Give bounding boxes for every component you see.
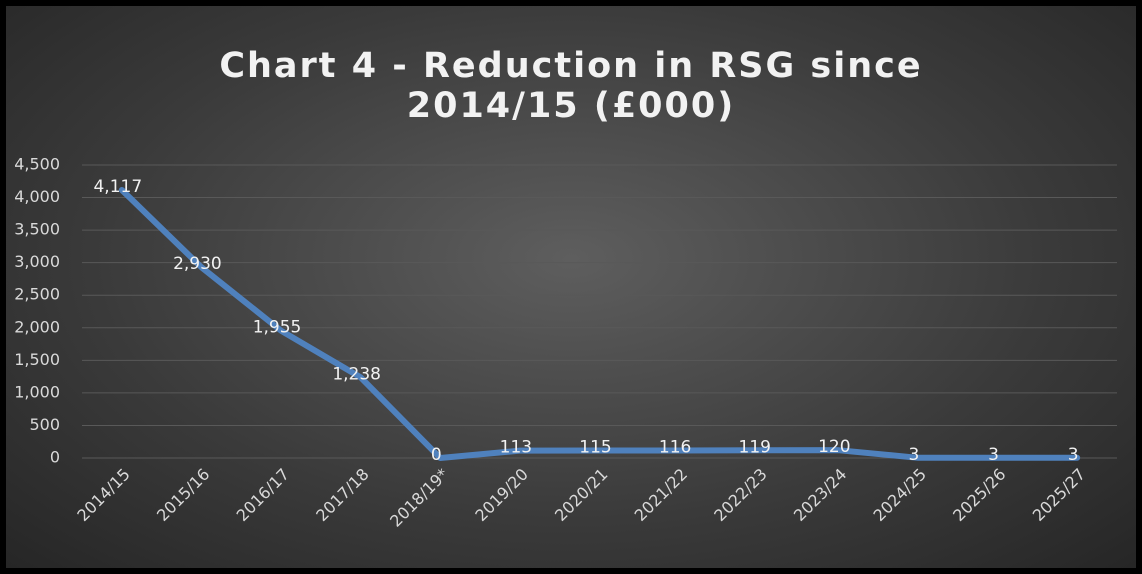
x-tick-label: 2025/26 (949, 465, 1009, 525)
y-tick-label: 500 (29, 415, 60, 434)
x-tick-label: 2024/25 (870, 465, 930, 525)
x-tick-label: 2015/16 (153, 465, 213, 525)
data-label: 4,117 (93, 177, 142, 197)
x-tick-label: 2023/24 (790, 465, 850, 525)
x-tick-label: 2016/17 (233, 465, 293, 525)
x-tick-label: 2019/20 (471, 465, 531, 525)
x-tick-label: 2018/19* (386, 465, 452, 531)
chart-title: Chart 4 - Reduction in RSG since 2014/15… (219, 46, 923, 126)
line (118, 186, 1081, 461)
data-label: 120 (818, 437, 850, 457)
y-tick-label: 1,000 (14, 382, 60, 401)
data-label: 116 (659, 437, 691, 457)
data-label: 1,955 (253, 318, 302, 338)
y-tick-label: 4,500 (14, 155, 60, 174)
x-tick-label: 2020/21 (551, 465, 611, 525)
y-tick-label: 3,500 (14, 220, 60, 239)
x-tick-label: 2025/27 (1029, 465, 1089, 525)
data-label: 2,930 (173, 254, 222, 274)
x-tick-label: 2017/18 (312, 465, 372, 525)
data-label: 119 (739, 437, 771, 457)
data-label: 3 (909, 445, 920, 465)
data-label: 3 (1068, 445, 1079, 465)
data-label: 1,238 (332, 364, 381, 384)
y-tick-label: 0 (50, 448, 60, 467)
data-label: 113 (500, 438, 532, 458)
data-label: 0 (431, 445, 442, 465)
data-label: 115 (579, 438, 611, 458)
y-tick-label: 4,000 (14, 187, 60, 206)
x-tick-label: 2014/15 (73, 465, 133, 525)
x-tick-label: 2022/23 (710, 465, 770, 525)
chart-area: Chart 4 - Reduction in RSG since 2014/15… (6, 6, 1136, 568)
y-tick-label: 2,500 (14, 285, 60, 304)
x-tick-label: 2021/22 (631, 465, 691, 525)
y-tick-label: 1,500 (14, 350, 60, 369)
y-tick-label: 3,000 (14, 252, 60, 271)
data-label: 3 (988, 445, 999, 465)
y-tick-label: 2,000 (14, 317, 60, 336)
